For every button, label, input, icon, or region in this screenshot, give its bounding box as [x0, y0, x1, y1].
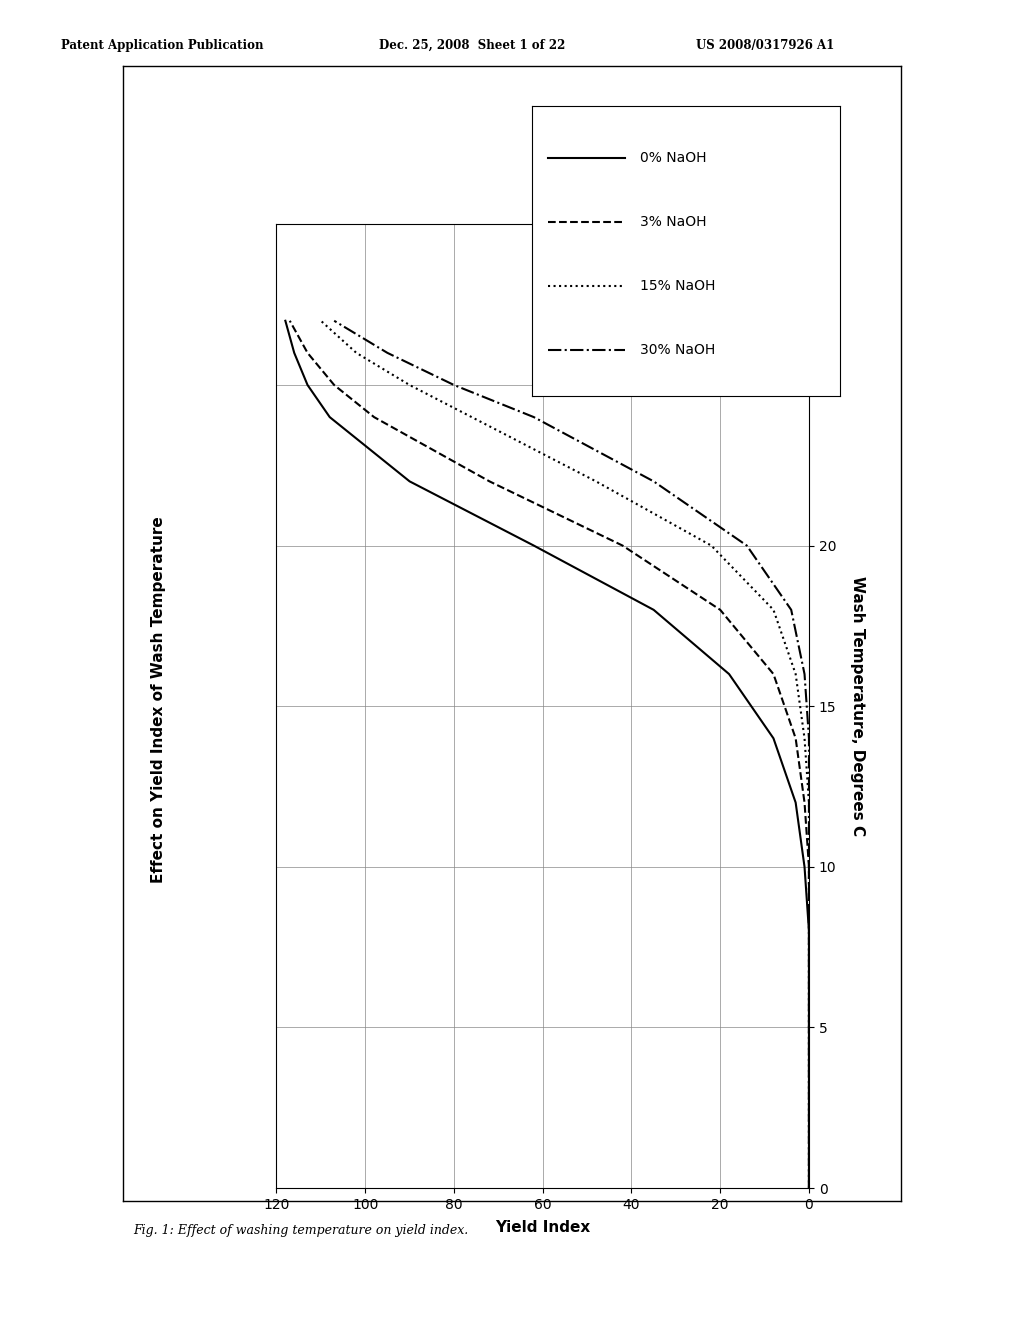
X-axis label: Yield Index: Yield Index	[495, 1220, 591, 1236]
Text: US 2008/0317926 A1: US 2008/0317926 A1	[696, 38, 835, 51]
Y-axis label: Wash Temperature, Degrees C: Wash Temperature, Degrees C	[850, 576, 865, 837]
Text: Effect on Yield Index of Wash Temperature: Effect on Yield Index of Wash Temperatur…	[152, 516, 166, 883]
Text: 30% NaOH: 30% NaOH	[640, 342, 715, 356]
Text: 3% NaOH: 3% NaOH	[640, 215, 707, 228]
Text: Patent Application Publication: Patent Application Publication	[61, 38, 264, 51]
Text: Dec. 25, 2008  Sheet 1 of 22: Dec. 25, 2008 Sheet 1 of 22	[379, 38, 565, 51]
Text: Fig. 1: Effect of washing temperature on yield index.: Fig. 1: Effect of washing temperature on…	[133, 1224, 468, 1237]
Text: 0% NaOH: 0% NaOH	[640, 150, 707, 165]
Text: 15% NaOH: 15% NaOH	[640, 279, 716, 293]
